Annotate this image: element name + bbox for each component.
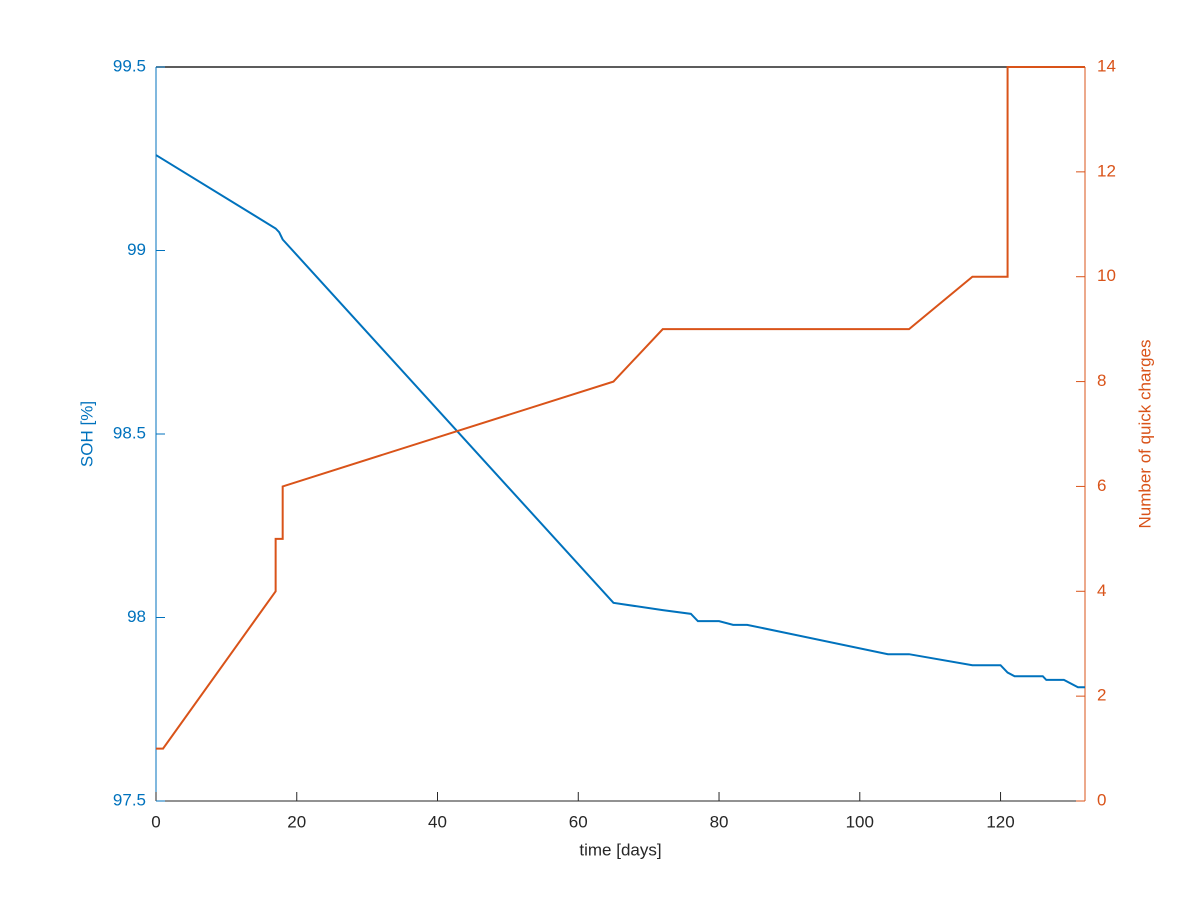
y2-axis-label: Number of quick charges [1135, 340, 1154, 529]
x-tick-label: 0 [151, 812, 160, 831]
y2-tick-label: 10 [1097, 266, 1116, 285]
series-line [155, 154, 1085, 689]
y2-tick-label: 2 [1097, 686, 1106, 705]
y-tick-label: 97.5 [113, 790, 146, 809]
x-tick-label: 80 [710, 812, 729, 831]
x-axis-label: time [days] [579, 840, 661, 859]
y-axis-label: SOH [%] [77, 401, 96, 467]
y2-tick-label: 14 [1097, 56, 1116, 75]
y2-tick-label: 6 [1097, 476, 1106, 495]
series-line [156, 66, 1085, 750]
x-tick-label: 100 [846, 812, 874, 831]
x-tick-label: 40 [428, 812, 447, 831]
y-tick-label: 98 [127, 607, 146, 626]
x-tick-label: 20 [287, 812, 306, 831]
y2-tick-label: 4 [1097, 581, 1106, 600]
x-tick-label: 120 [986, 812, 1014, 831]
y2-tick-label: 8 [1097, 371, 1106, 390]
y-tick-label: 99 [127, 240, 146, 259]
x-tick-label: 60 [569, 812, 588, 831]
y-tick-label: 99.5 [113, 56, 146, 75]
y-tick-label: 98.5 [113, 423, 146, 442]
y2-tick-label: 12 [1097, 161, 1116, 180]
y2-tick-label: 0 [1097, 790, 1106, 809]
